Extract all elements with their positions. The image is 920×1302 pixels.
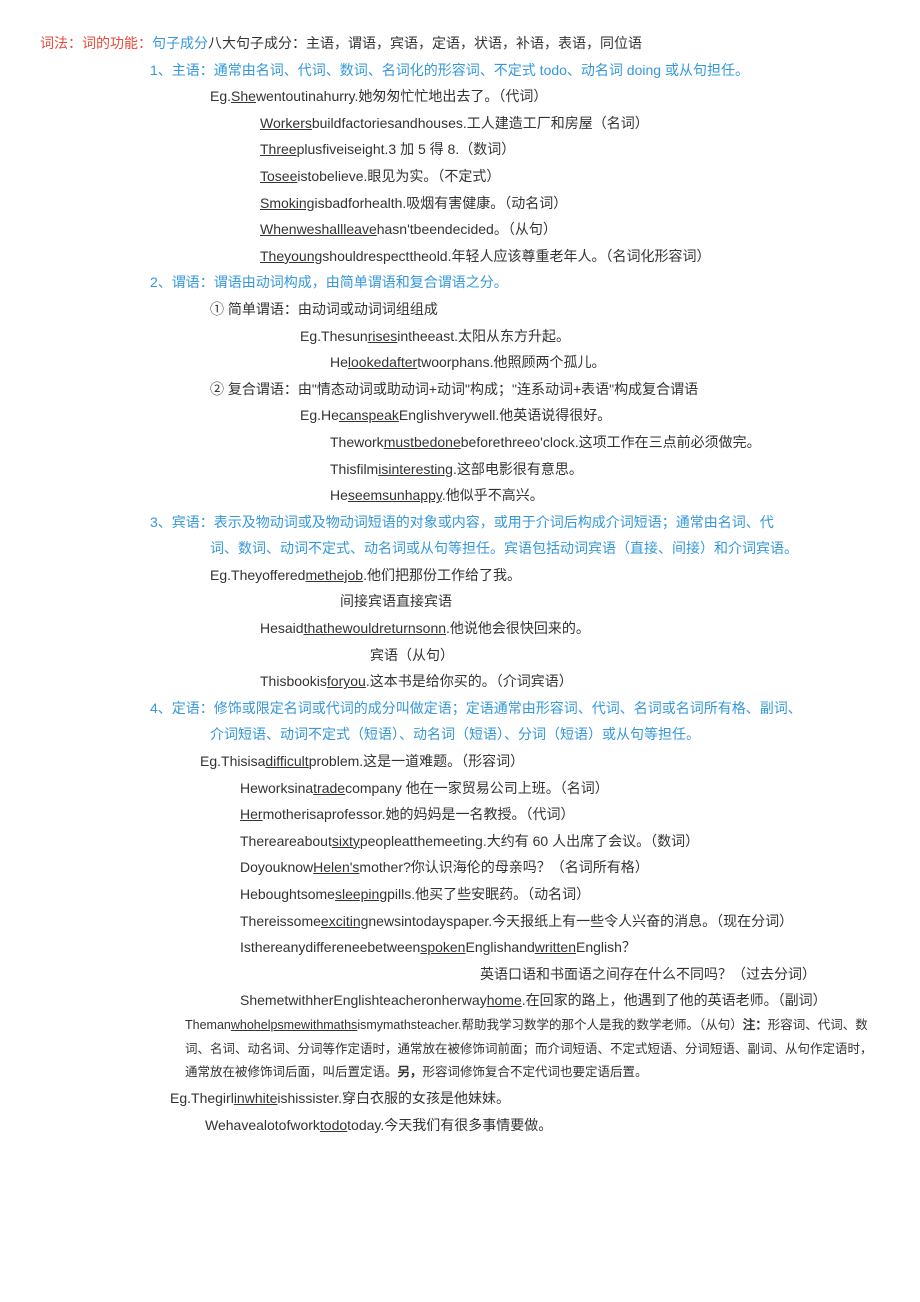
section-2-head: 2、谓语：谓语由动词构成，由简单谓语和复合谓语之分。: [40, 269, 880, 296]
section-3-head2: 词、数词、动词不定式、动名词或从句等担任。宾语包括动词宾语（直接、间接）和介词宾…: [40, 535, 880, 562]
s4-eg3: Hermotherisaprofessor.她的妈妈是一名教授。（代词）: [40, 801, 880, 828]
s2-sub2-eg4: Heseemsunhappy.他似乎不高兴。: [40, 482, 880, 509]
s2-sub1: ① 简单谓语：由动词或动词词组组成: [40, 296, 880, 323]
title-morphology: 词法：词的功能：: [40, 35, 152, 51]
s2-sub2-eg3: Thisfilmisinteresting.这部电影很有意思。: [40, 456, 880, 483]
s4-eg11: Eg.Thegirlinwhiteishissister.穿白衣服的女孩是他妹妹…: [40, 1085, 880, 1112]
s2-sub2-eg1: Eg.HecanspeakEnglishverywell.他英语说得很好。: [40, 402, 880, 429]
s1-eg4: Toseeistobelieve.眼见为实。（不定式）: [40, 163, 880, 190]
s2-sub2: ② 复合谓语：由"情态动词或助动词+动词"构成；"连系动词+表语"构成复合谓语: [40, 376, 880, 403]
s4-eg4: Thereareaboutsixtypeopleatthemeeting.大约有…: [40, 828, 880, 855]
title-list: 八大句子成分：主语，谓语，宾语，定语，状语，补语，表语，同位语: [208, 35, 642, 51]
s4-eg5: DoyouknowHelen'smother?你认识海伦的母亲吗？（名词所有格）: [40, 854, 880, 881]
s1-eg6: Whenweshallleavehasn'tbeendecided。（从句）: [40, 216, 880, 243]
s4-eg1: Eg.Thisisadifficultproblem.这是一道难题。（形容词）: [40, 748, 880, 775]
s2-sub1-eg2: Helookedaftertwoorphans.他照顾两个孤儿。: [40, 349, 880, 376]
s4-eg6: Heboughtsomesleepingpills.他买了些安眠药。（动名词）: [40, 881, 880, 908]
s4-eg2: Heworksinatradecompany 他在一家贸易公司上班。（名词）: [40, 775, 880, 802]
s4-eg10: Themanwhohelpsmewithmathsismymathsteache…: [40, 1014, 880, 1085]
section-4-head1: 4、定语：修饰或限定名词或代词的成分叫做定语；定语通常由形容词、代词、名词或名词…: [40, 695, 880, 722]
s2-sub2-eg2: Theworkmustbedonebeforethreeo'clock.这项工作…: [40, 429, 880, 456]
title-syntax: 句子成分: [152, 35, 208, 51]
s1-eg7: Theyoungshouldrespecttheold.年轻人应该尊重老年人。（…: [40, 243, 880, 270]
s1-eg5: Smokingisbadforhealth.吸烟有害健康。（动名词）: [40, 190, 880, 217]
s1-eg2: Workersbuildfactoriesandhouses.工人建造工厂和房屋…: [40, 110, 880, 137]
s4-eg8-note: 英语口语和书面语之间存在什么不同吗？（过去分词）: [40, 961, 880, 988]
section-3-head1: 3、宾语：表示及物动词或及物动词短语的对象或内容，或用于介词后构成介词短语；通常…: [40, 509, 880, 536]
s4-eg12: Wehavealotofworktodotoday.今天我们有很多事情要做。: [40, 1112, 880, 1139]
s2-sub1-eg1: Eg.Thesunrisesintheeast.太阳从东方升起。: [40, 323, 880, 350]
s1-eg1: Eg.Shewentoutinahurry.她匆匆忙忙地出去了。（代词）: [40, 83, 880, 110]
section-1-head: 1、主语：通常由名词、代词、数词、名词化的形容词、不定式 todo、动名词 do…: [40, 57, 880, 84]
page-title: 词法：词的功能：句子成分八大句子成分：主语，谓语，宾语，定语，状语，补语，表语，…: [40, 30, 880, 57]
s1-eg3: Threeplusfiveiseight.3 加 5 得 8.（数词）: [40, 136, 880, 163]
s4-eg9: ShemetwithherEnglishteacheronherwayhome.…: [40, 987, 880, 1014]
s3-eg2: Hesaidthathewouldreturnsonn.他说他会很快回来的。: [40, 615, 880, 642]
s4-eg7: Thereissomeexcitingnewsintodayspaper.今天报…: [40, 908, 880, 935]
s3-eg1-note: 间接宾语直接宾语: [40, 588, 880, 615]
section-4-head2: 介词短语、动词不定式（短语）、动名词（短语）、分词（短语）或从句等担任。: [40, 721, 880, 748]
s3-eg3: Thisbookisforyou.这本书是给你买的。（介词宾语）: [40, 668, 880, 695]
s3-eg1: Eg.Theyofferedmethejob.他们把那份工作给了我。: [40, 562, 880, 589]
s4-eg8: IsthereanydiffereneebetweenspokenEnglish…: [40, 934, 880, 961]
s3-eg2-note: 宾语（从句）: [40, 642, 880, 669]
